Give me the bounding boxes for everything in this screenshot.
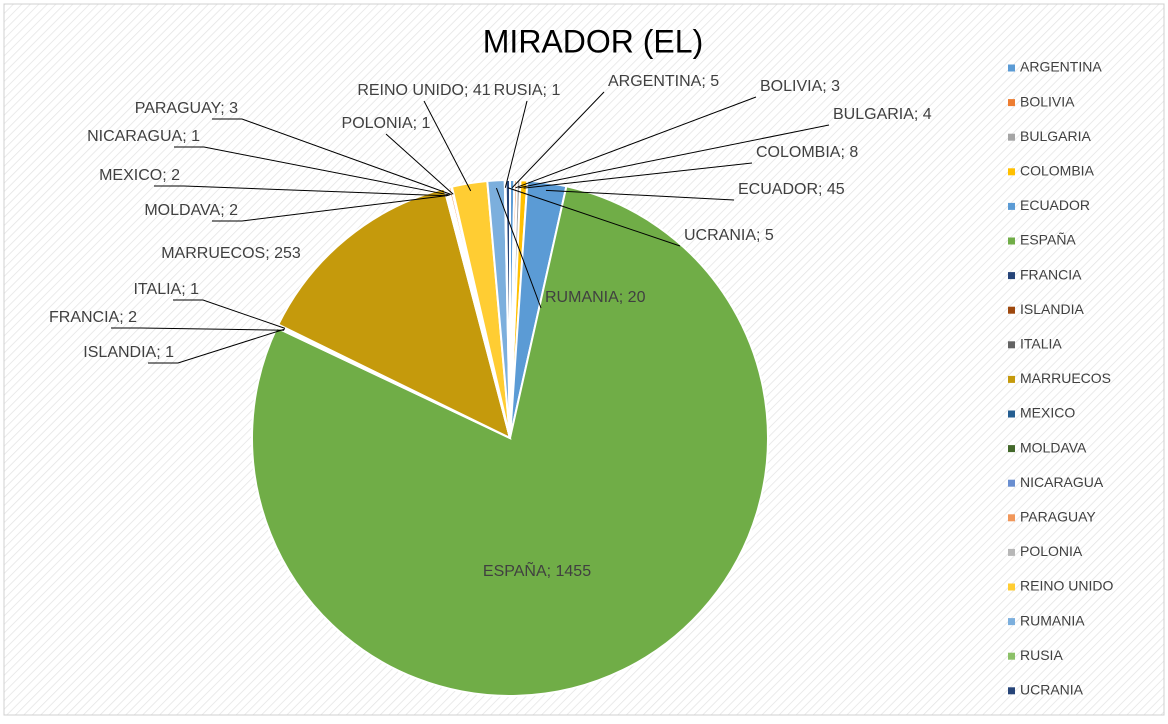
data-label: BULGARIA; 4 (833, 106, 932, 123)
legend-label: POLONIA (1020, 543, 1083, 559)
pie-slice (276, 187, 512, 440)
data-label: MARRUECOS; 253 (161, 245, 301, 262)
legend-swatch (1008, 64, 1015, 72)
data-label: RUMANIA; 20 (545, 289, 646, 306)
legend-label: ARGENTINA (1020, 59, 1102, 75)
legend-swatch (1008, 133, 1015, 141)
leader-line (515, 96, 757, 189)
leader-line (111, 327, 285, 331)
leader-line (385, 133, 454, 195)
legend-swatch (1008, 99, 1015, 107)
leader-line (148, 328, 285, 364)
legend-label: ITALIA (1020, 336, 1062, 352)
legend-label: MARRUECOS (1020, 370, 1111, 386)
legend-label: RUMANIA (1020, 612, 1085, 628)
legend-label: UCRANIA (1020, 682, 1084, 698)
legend-swatch (1008, 410, 1015, 418)
legend-swatch (1008, 375, 1015, 383)
legend-label: ESPAÑA (1020, 232, 1076, 248)
data-label: BOLIVIA; 3 (760, 78, 840, 95)
data-label: POLONIA; 1 (342, 115, 431, 132)
data-label: RUSIA; 1 (494, 82, 561, 99)
legend-swatch (1008, 652, 1015, 660)
data-label: COLOMBIA; 8 (756, 144, 858, 161)
legend-label: ECUADOR (1020, 197, 1090, 213)
legend-label: COLOMBIA (1020, 163, 1095, 179)
pie-slice (504, 178, 511, 439)
legend-swatch (1008, 341, 1015, 349)
data-label: MEXICO; 2 (99, 167, 180, 184)
data-label: ESPAÑA; 1455 (483, 560, 591, 580)
legend-swatch (1008, 272, 1015, 280)
leader-line (423, 100, 472, 192)
chart-title: MIRADOR (EL) (483, 23, 703, 59)
leader-line (507, 187, 681, 247)
leader-line (154, 185, 448, 197)
data-label: FRANCIA; 2 (49, 309, 137, 326)
legend-swatch (1008, 479, 1015, 487)
legend-swatch (1008, 237, 1015, 245)
legend-label: BULGARIA (1020, 128, 1091, 144)
legend-label: NICARAGUA (1020, 474, 1104, 490)
leader-line (173, 299, 286, 329)
leader-line (511, 91, 605, 189)
leader-line (523, 162, 753, 189)
data-label: PARAGUAY; 3 (135, 100, 238, 117)
legend-swatch (1008, 618, 1015, 626)
leader-line (545, 189, 735, 201)
leader-line (212, 118, 452, 196)
leader-line (174, 146, 451, 196)
legend-swatch (1008, 202, 1015, 210)
legend-label: MEXICO (1020, 405, 1075, 421)
data-label: ISLANDIA; 1 (83, 344, 174, 361)
data-label: ECUADOR; 45 (738, 181, 845, 198)
legend-label: BOLIVIA (1020, 93, 1075, 109)
leader-line (212, 194, 449, 222)
legend-label: PARAGUAY (1020, 509, 1096, 525)
data-label: NICARAGUA; 1 (87, 128, 200, 145)
legend-label: MOLDAVA (1020, 439, 1087, 455)
data-label: MOLDAVA; 2 (144, 202, 238, 219)
leader-line (495, 187, 542, 309)
leader-line (518, 124, 830, 189)
legend-label: REINO UNIDO (1020, 578, 1113, 594)
legend-swatch (1008, 168, 1015, 176)
legend-label: RUSIA (1020, 647, 1063, 663)
data-label: ARGENTINA; 5 (608, 73, 719, 90)
legend-label: ISLANDIA (1020, 301, 1084, 317)
data-label: ITALIA; 1 (133, 281, 199, 298)
legend-label: FRANCIA (1020, 266, 1082, 282)
legend-swatch (1008, 514, 1015, 522)
pie-slice (251, 185, 769, 697)
legend-swatch (1008, 445, 1015, 453)
leader-line (504, 100, 528, 188)
legend-swatch (1008, 583, 1015, 591)
data-label: UCRANIA; 5 (684, 227, 774, 244)
legend-swatch (1008, 548, 1015, 556)
legend-swatch (1008, 306, 1015, 314)
data-label: REINO UNIDO; 41 (357, 82, 490, 99)
legend-swatch (1008, 687, 1015, 695)
